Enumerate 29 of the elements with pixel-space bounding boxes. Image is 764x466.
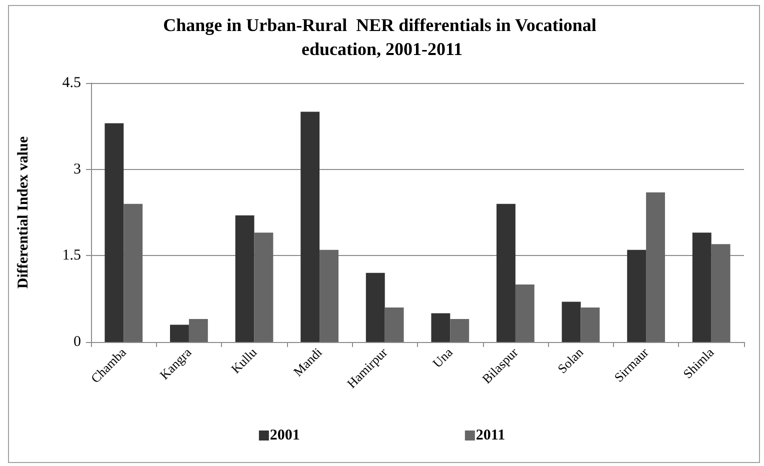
legend-label: 2001 <box>270 428 300 444</box>
bar <box>431 313 450 342</box>
bar <box>711 244 730 342</box>
bar <box>104 123 124 342</box>
bar <box>515 284 534 342</box>
bar <box>235 215 254 342</box>
bar <box>627 250 646 342</box>
y-tick-label: 4.5 <box>62 75 81 91</box>
bar <box>320 250 338 342</box>
bar <box>580 307 600 342</box>
bar <box>254 232 274 342</box>
bar <box>450 318 470 342</box>
bar <box>692 232 712 342</box>
bar <box>562 302 581 342</box>
legend-label: 2011 <box>476 428 506 444</box>
chart-title: Change in Urban-Rural NER differentials in Vocational education, 2001-2011 <box>163 15 601 59</box>
bar <box>384 307 404 342</box>
bar <box>496 204 516 342</box>
y-tick-label: 3 <box>74 161 81 178</box>
y-axis-title: Differential Index value <box>16 136 32 289</box>
x-tick-label: Una <box>430 344 456 371</box>
bar <box>170 324 189 342</box>
y-tick-label: 1.5 <box>62 248 81 264</box>
bar <box>646 192 665 342</box>
bar <box>124 204 143 342</box>
bar <box>188 318 208 342</box>
bar <box>300 112 320 342</box>
y-tick-label: 0 <box>74 334 81 350</box>
bar <box>366 272 385 342</box>
